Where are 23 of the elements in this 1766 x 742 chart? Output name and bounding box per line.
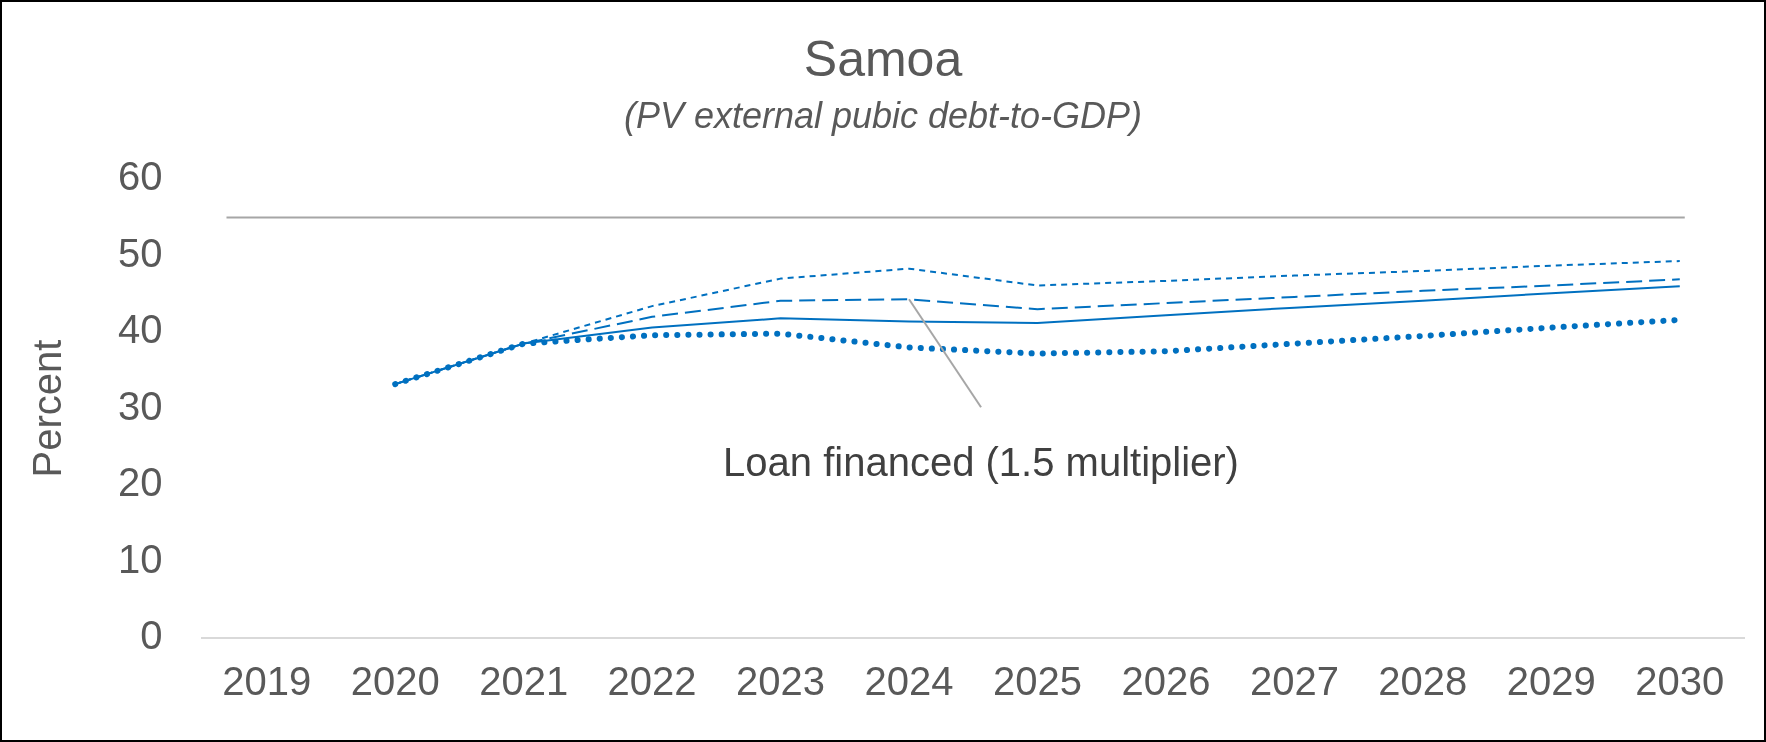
x-tick-label: 2029 (1506, 659, 1596, 704)
x-tick-label: 2023 (736, 659, 826, 704)
annotation: Loan financed (1.5 multiplier) (723, 440, 1239, 485)
x-tick-label: 2030 (1635, 659, 1725, 704)
y-tick-label: 50 (117, 230, 163, 275)
y-tick-label: 60 (117, 154, 163, 199)
x-tick-label: 2025 (992, 659, 1082, 704)
y-tick-label: 40 (117, 307, 163, 352)
y-tick-label: 10 (117, 536, 163, 581)
y-tick-label: 20 (117, 460, 163, 505)
x-tick-label: 2028 (1378, 659, 1468, 704)
chart-title: Samoa (803, 30, 963, 87)
y-tick-label: 30 (117, 383, 163, 428)
y-tick-label: 0 (140, 613, 163, 658)
x-tick-label: 2019 (222, 659, 312, 704)
x-tick-label: 2026 (1121, 659, 1211, 704)
y-axis-title: Percent (25, 339, 70, 478)
x-tick-label: 2020 (350, 659, 440, 704)
x-tick-label: 2024 (864, 659, 954, 704)
x-tick-label: 2021 (479, 659, 569, 704)
x-tick-label: 2022 (607, 659, 697, 704)
x-tick-label: 2027 (1249, 659, 1339, 704)
chart-subtitle: (PV external pubic debt-to-GDP) (623, 94, 1143, 136)
